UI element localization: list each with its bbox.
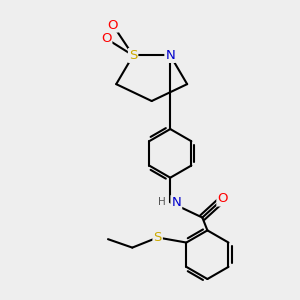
Text: N: N [172, 196, 181, 209]
Text: S: S [154, 231, 162, 244]
Text: S: S [129, 49, 137, 62]
Text: O: O [218, 193, 228, 206]
Text: N: N [165, 49, 175, 62]
Text: O: O [108, 19, 118, 32]
Text: H: H [158, 197, 166, 207]
Text: O: O [101, 32, 111, 45]
